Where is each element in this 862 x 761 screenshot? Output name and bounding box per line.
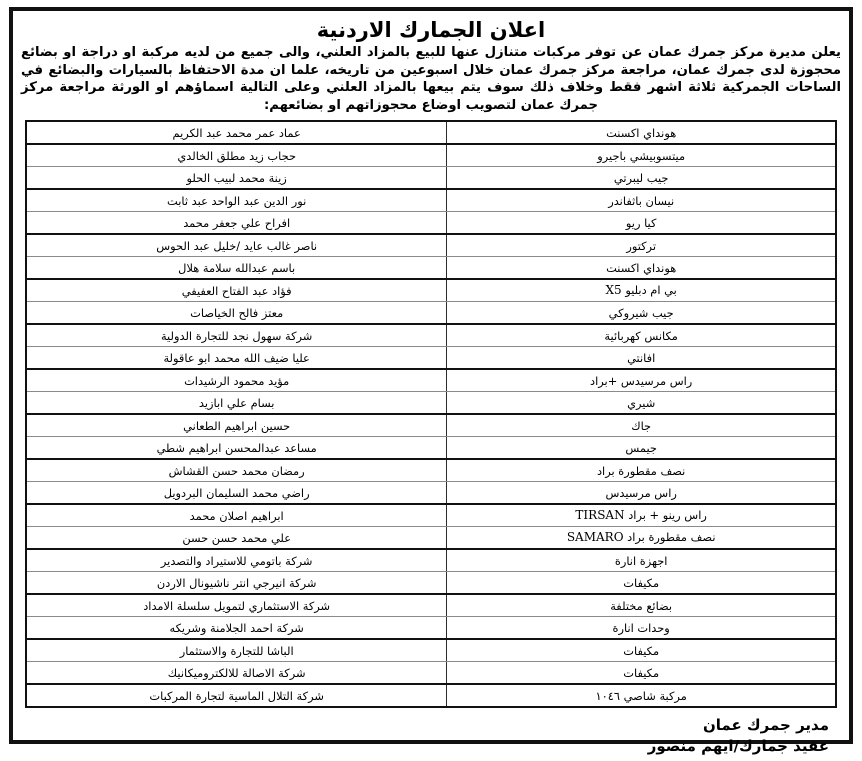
cell-item-description: جيب ليبرتي [446,166,837,191]
cell-item-description: مركبة شاصي ١٠٤٦ [446,683,837,709]
table-row: هونداي اكسنت باسم عبدالله سلامة هلال [25,256,837,281]
table-row: مكيفات شركة انيرجي انتر ناشيونال الاردن [25,571,837,596]
cell-item-description: نيسان باثفاندر [446,188,837,213]
cell-owner-name: شركة انيرجي انتر ناشيونال الاردن [25,571,448,596]
cell-owner-name: عماد عمر محمد عبد الكريم [25,120,448,146]
table-row: وحدات انارة شركة احمد الجلامنة وشريكه [25,616,837,641]
cell-item-description: راس مرسيدس [446,481,837,506]
cell-item-description: مكيفات [446,661,837,686]
cell-item-description: اجهزة انارة [446,548,837,573]
cell-owner-name: راضي محمد السليمان البردويل [25,481,448,506]
table-row: مركبة شاصي ١٠٤٦ شركة التلال الماسية لتجار… [25,683,837,709]
table-row: نيسان باثفاندر نور الدين عبد الواحد عبد ث… [25,188,837,213]
cell-owner-name: شركة باتومي للاستيراد والتصدير [25,548,448,573]
signature-name: عقيد جمارك/ايهم منصور [647,736,829,755]
table-row: راس مرسيدس +براد مؤيد محمود الرشيدات [25,368,837,393]
cell-item-description: راس رينو + براد TIRSAN [446,503,837,528]
cell-owner-name: افراح علي جعفر محمد [25,211,448,236]
latin-token: TIRSAN [575,508,625,523]
cell-owner-name: علي محمد حسن حسن [25,526,448,551]
cell-owner-name: شركة الاصالة للالكتروميكانيك [25,661,448,686]
cell-owner-name: حجاب زيد مطلق الخالدي [25,143,448,168]
table-row: مكيفات الباشا للتجارة والاستثمار [25,638,837,663]
cell-item-description: وحدات انارة [446,616,837,641]
latin-token: SAMARO [566,530,624,545]
cell-owner-name: شركة احمد الجلامنة وشريكه [25,616,448,641]
cell-owner-name: حسين ابراهيم الطعاني [25,413,448,438]
page-title: اعلان الجمارك الاردنية [316,18,546,42]
cell-owner-name: شركة التلال الماسية لتجارة المركبات [25,683,448,709]
cell-item-description: بي ام دبليو X5 [446,278,837,303]
cell-item-description: جيب شيروكي [446,301,837,326]
table-row: ميتسوبيشي باجيرو حجاب زيد مطلق الخالدي [25,143,837,168]
notice-body-paragraph: يعلن مديرة مركز جمرك عمان عن توفر مركبات… [21,45,841,113]
signature-block: مدير جمرك عمان عقيد جمارك/ايهم منصور [19,715,843,756]
table-row: راس رينو + براد TIRSAN ابراهيم اصلان محمد [25,503,837,528]
table-row: هونداي اكسنت عماد عمر محمد عبد الكريم [25,120,837,146]
table-row: جيب شيروكي معتز فالح الخياصات [25,301,837,326]
cell-owner-name: رمضان محمد حسن القشاش [25,458,448,483]
cell-owner-name: زينة محمد لبيب الحلو [25,166,448,191]
cell-item-description: تركتور [446,233,837,258]
cell-item-description: مكانس كهربائية [446,323,837,348]
table-row: بي ام دبليو X5 فؤاد عبد الفتاح العفيفي [25,278,837,303]
cell-item-description: هونداي اكسنت [446,120,837,146]
cell-owner-name: ناصر غالب عايد /خليل عبد الحوس [25,233,448,258]
signature-role: مدير جمرك عمان [702,716,829,735]
cell-item-description: جاك [446,413,837,438]
table-row: تركتور ناصر غالب عايد /خليل عبد الحوس [25,233,837,258]
notice-frame: اعلان الجمارك الاردنية يعلن مديرة مركز ج… [9,7,853,755]
cell-owner-name: شركة سهول نجد للتجارة الدولية [25,323,448,348]
table-row: افانتي عليا ضيف الله محمد ابو عاقولة [25,346,837,371]
cell-item-description: شيري [446,391,837,416]
cell-item-description: مكيفات [446,638,837,663]
latin-token: X5 [605,283,622,298]
table-row: مكانس كهربائية شركة سهول نجد للتجارة الدو… [25,323,837,348]
cell-owner-name: عليا ضيف الله محمد ابو عاقولة [25,346,448,371]
cell-item-description: راس مرسيدس +براد [446,368,837,393]
table-row: راس مرسيدس راضي محمد السليمان البردويل [25,481,837,506]
cell-owner-name: بسام علي ابازيد [25,391,448,416]
table-row: نصف مقطورة براد SAMARO علي محمد حسن حسن [25,526,837,551]
cell-owner-name: مساعد عبدالمحسن ابراهيم شطي [25,436,448,461]
listing-table-container: هونداي اكسنت عماد عمر محمد عبد الكريم ميتس… [25,120,837,709]
cell-owner-name: شركة الاستثماري لتمويل سلسلة الامداد [25,593,448,618]
cell-owner-name: الباشا للتجارة والاستثمار [25,638,448,663]
cell-item-description: مكيفات [446,571,837,596]
listing-table-body: هونداي اكسنت عماد عمر محمد عبد الكريم ميتس… [25,120,837,709]
cell-owner-name: فؤاد عبد الفتاح العفيفي [25,278,448,303]
cell-item-description: هونداي اكسنت [446,256,837,281]
table-row: جيمس مساعد عبدالمحسن ابراهيم شطي [25,436,837,461]
listing-table: هونداي اكسنت عماد عمر محمد عبد الكريم ميتس… [25,120,837,709]
cell-item-description: بضائع مختلفة [446,593,837,618]
cell-owner-name: ابراهيم اصلان محمد [25,503,448,528]
cell-item-description: كيا ريو [446,211,837,236]
cell-item-description: جيمس [446,436,837,461]
cell-owner-name: نور الدين عبد الواحد عبد ثابت [25,188,448,213]
table-row: شيري بسام علي ابازيد [25,391,837,416]
table-row: بضائع مختلفة شركة الاستثماري لتمويل سلسلة… [25,593,837,618]
table-row: اجهزة انارة شركة باتومي للاستيراد والتصدي… [25,548,837,573]
cell-item-description: افانتي [446,346,837,371]
table-row: نصف مقطورة براد رمضان محمد حسن القشاش [25,458,837,483]
cell-item-description: نصف مقطورة براد [446,458,837,483]
table-row: جيب ليبرتي زينة محمد لبيب الحلو [25,166,837,191]
cell-owner-name: مؤيد محمود الرشيدات [25,368,448,393]
cell-item-description: ميتسوبيشي باجيرو [446,143,837,168]
table-row: كيا ريو افراح علي جعفر محمد [25,211,837,236]
table-row: جاك حسين ابراهيم الطعاني [25,413,837,438]
cell-owner-name: باسم عبدالله سلامة هلال [25,256,448,281]
cell-item-description: نصف مقطورة براد SAMARO [446,526,837,551]
cell-owner-name: معتز فالح الخياصات [25,301,448,326]
table-row: مكيفات شركة الاصالة للالكتروميكانيك [25,661,837,686]
